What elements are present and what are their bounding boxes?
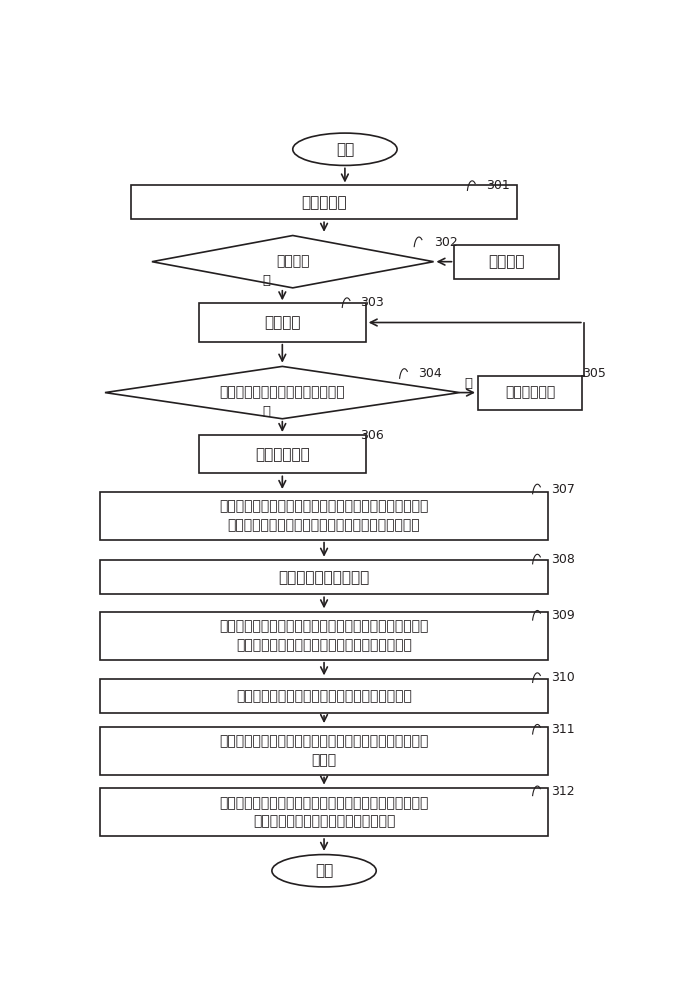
Text: 301: 301 xyxy=(486,179,509,192)
Text: 否: 否 xyxy=(464,377,472,390)
Text: 显示时间: 显示时间 xyxy=(264,315,301,330)
Text: 判断其中的采集单元是否正常运行: 判断其中的采集单元是否正常运行 xyxy=(219,386,345,400)
Text: 开始: 开始 xyxy=(336,142,354,157)
FancyBboxPatch shape xyxy=(199,435,366,473)
FancyBboxPatch shape xyxy=(100,788,548,836)
Text: 再次加载系统: 再次加载系统 xyxy=(505,386,555,400)
Text: 显示孕妇的心电波信息: 显示孕妇的心电波信息 xyxy=(279,570,369,585)
FancyBboxPatch shape xyxy=(199,303,366,342)
FancyBboxPatch shape xyxy=(100,492,548,540)
Text: 将压缩处理孕妇的心电波信息及胎儿的心电波信息发送给
客户端: 将压缩处理孕妇的心电波信息及胎儿的心电波信息发送给 客户端 xyxy=(219,734,429,767)
Text: 307: 307 xyxy=(551,483,575,496)
Text: 压缩处理孕妇的心电波信息及胎儿的心电波信息: 压缩处理孕妇的心电波信息及胎儿的心电波信息 xyxy=(236,689,412,703)
Text: 启动采集单元: 启动采集单元 xyxy=(255,447,310,462)
Text: 初始化系统: 初始化系统 xyxy=(302,195,347,210)
FancyBboxPatch shape xyxy=(100,560,548,594)
Text: 是: 是 xyxy=(262,405,271,418)
FancyBboxPatch shape xyxy=(131,185,517,219)
FancyBboxPatch shape xyxy=(100,727,548,774)
Text: 登录验证: 登录验证 xyxy=(276,255,310,269)
Text: 304: 304 xyxy=(418,367,441,380)
Text: 根据孕妇的心电波与胎儿的心电波之间的对应关系，确定
确定孕妇的心电波信息对应的胎儿的心电波信息: 根据孕妇的心电波与胎儿的心电波之间的对应关系，确定 确定孕妇的心电波信息对应的胎… xyxy=(219,620,429,652)
Text: 309: 309 xyxy=(551,609,575,622)
Text: 采集单元采集孕妇的心电波模拟信号，经过模数信号转换
及通过低通滤波去除干扰后，得到孕妇的心电波信息: 采集单元采集孕妇的心电波模拟信号，经过模数信号转换 及通过低通滤波去除干扰后，得… xyxy=(219,500,429,532)
FancyBboxPatch shape xyxy=(478,376,582,410)
Text: 用户信息: 用户信息 xyxy=(489,254,525,269)
Polygon shape xyxy=(152,235,433,288)
Text: 结束: 结束 xyxy=(315,863,333,878)
FancyBboxPatch shape xyxy=(100,612,548,660)
Text: 308: 308 xyxy=(551,553,575,566)
FancyBboxPatch shape xyxy=(454,245,559,279)
Text: 312: 312 xyxy=(551,785,575,798)
Polygon shape xyxy=(105,366,460,419)
Text: 客户端接收到该胎儿的心电波信息和孕妇的心电波信息，
还可以根据需要进行更细部的分析归类: 客户端接收到该胎儿的心电波信息和孕妇的心电波信息， 还可以根据需要进行更细部的分… xyxy=(219,796,429,828)
FancyBboxPatch shape xyxy=(100,679,548,713)
Text: 310: 310 xyxy=(551,671,575,684)
Text: 303: 303 xyxy=(361,296,384,309)
Text: 302: 302 xyxy=(433,236,458,249)
Text: 是: 是 xyxy=(262,274,271,287)
Text: 306: 306 xyxy=(361,429,384,442)
Text: 311: 311 xyxy=(551,723,575,736)
Ellipse shape xyxy=(272,855,376,887)
Ellipse shape xyxy=(293,133,397,165)
Text: 305: 305 xyxy=(582,367,606,380)
